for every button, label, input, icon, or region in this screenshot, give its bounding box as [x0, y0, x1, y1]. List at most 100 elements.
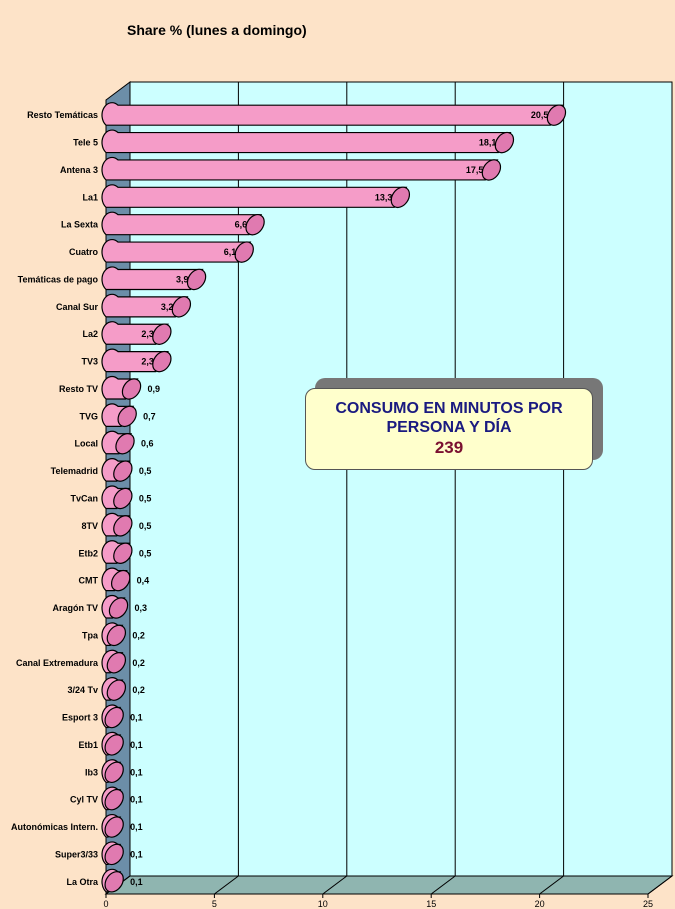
- value-label: 0,1: [130, 795, 143, 805]
- bar-cap: [104, 788, 124, 811]
- bar-cap: [104, 734, 124, 756]
- bar-cap: [245, 213, 265, 236]
- bar-cap: [104, 843, 124, 866]
- bar-cap: [115, 433, 135, 455]
- value-label: 0,1: [130, 767, 143, 777]
- category-label: CMT: [79, 576, 99, 586]
- bar: [101, 211, 263, 236]
- x-tick-label: 10: [318, 899, 328, 909]
- category-label: Resto Temáticas: [27, 110, 98, 120]
- bar-cap: [113, 487, 133, 510]
- bar: [101, 129, 512, 154]
- category-label: Temáticas de pago: [18, 274, 99, 284]
- x-tick-label: 15: [426, 899, 436, 909]
- bar-cap: [546, 104, 567, 126]
- value-label: 0,2: [132, 658, 145, 668]
- bar: [101, 156, 499, 181]
- bar-cap: [106, 624, 127, 647]
- value-label: 0,1: [130, 822, 143, 832]
- bar-cap: [106, 652, 127, 674]
- bar-cap: [113, 515, 133, 537]
- category-label: Etb1: [78, 740, 98, 750]
- value-label: 13,3: [375, 192, 393, 202]
- category-label: Resto TV: [59, 384, 98, 394]
- bar: [101, 102, 564, 126]
- value-label: 20,5: [531, 110, 549, 120]
- category-label: Ib3: [85, 767, 98, 777]
- info-value: 239: [434, 438, 464, 457]
- bar-cap: [481, 159, 502, 181]
- bar-cap: [494, 131, 515, 154]
- floor-gridline: [430, 875, 456, 895]
- category-label: Canal Extremadura: [16, 658, 99, 668]
- bar-cap: [171, 296, 192, 318]
- bar-cap: [113, 542, 133, 564]
- bar: [101, 184, 408, 208]
- category-label: Local: [74, 439, 98, 449]
- category-label: Autonómicas Intern.: [11, 822, 98, 832]
- category-label: Tele 5: [73, 138, 98, 148]
- category-label: Canal Sur: [56, 302, 99, 312]
- value-label: 0,1: [130, 849, 143, 859]
- category-label: Super3/33: [55, 849, 98, 859]
- value-label: 0,9: [148, 384, 161, 394]
- bar-cap: [104, 706, 124, 729]
- value-label: 0,6: [141, 439, 154, 449]
- category-label: La Otra: [66, 877, 99, 887]
- category-label: 3/24 Tv: [67, 685, 98, 695]
- consumption-info-box: CONSUMO EN MINUTOS POR PERSONA Y DÍA 239: [305, 388, 593, 470]
- value-label: 0,2: [132, 685, 145, 695]
- floor-gridline: [539, 875, 564, 895]
- bar-cap: [110, 569, 131, 592]
- bar-cap: [152, 350, 172, 373]
- category-label: Cyl TV: [70, 795, 98, 805]
- value-label: 0,5: [139, 548, 152, 558]
- bar-cap: [113, 460, 133, 482]
- value-label: 6,1: [224, 247, 237, 257]
- bar-cap: [390, 186, 411, 209]
- chart-title: Share % (lunes a domingo): [127, 22, 307, 38]
- value-label: 0,1: [130, 877, 143, 887]
- info-line-1: CONSUMO EN MINUTOS POR: [335, 400, 563, 417]
- value-label: 2,3: [141, 357, 154, 367]
- bar-cap: [121, 378, 142, 400]
- category-label: Esport 3: [62, 713, 98, 723]
- value-label: 18,1: [479, 138, 497, 148]
- bar-cap: [108, 597, 129, 619]
- category-label: Telemadrid: [51, 466, 98, 476]
- value-label: 2,3: [141, 329, 154, 339]
- bar: [101, 238, 252, 263]
- value-label: 0,5: [139, 466, 152, 476]
- bar-cap: [117, 405, 137, 428]
- value-label: 0,4: [137, 576, 150, 586]
- value-label: 0,3: [135, 603, 148, 613]
- x-tick-label: 25: [643, 899, 653, 909]
- info-line-2: PERSONA Y DÍA: [386, 419, 512, 436]
- value-label: 0,5: [139, 494, 152, 504]
- value-label: 0,7: [143, 411, 156, 421]
- category-label: TV3: [81, 357, 98, 367]
- category-label: La1: [82, 192, 98, 202]
- category-label: La Sexta: [61, 220, 99, 230]
- value-label: 0,2: [132, 630, 145, 640]
- category-label: Antena 3: [60, 165, 98, 175]
- category-label: Etb2: [78, 548, 98, 558]
- x-tick-label: 20: [535, 899, 545, 909]
- bar-cap: [104, 761, 124, 784]
- value-label: 17,5: [466, 165, 484, 175]
- value-label: 0,1: [130, 713, 143, 723]
- chart-floor: [104, 875, 674, 895]
- bar: [101, 293, 189, 318]
- bar: [101, 348, 169, 373]
- bar: [101, 266, 204, 291]
- floor-gridline: [214, 875, 239, 895]
- category-label: Aragón TV: [52, 603, 98, 613]
- value-label: 0,5: [139, 521, 152, 531]
- bar-cap: [186, 268, 207, 291]
- bar-cap: [152, 323, 172, 345]
- value-label: 6,6: [235, 220, 248, 230]
- x-tick-label: 0: [103, 899, 108, 909]
- category-label: TVG: [79, 411, 98, 421]
